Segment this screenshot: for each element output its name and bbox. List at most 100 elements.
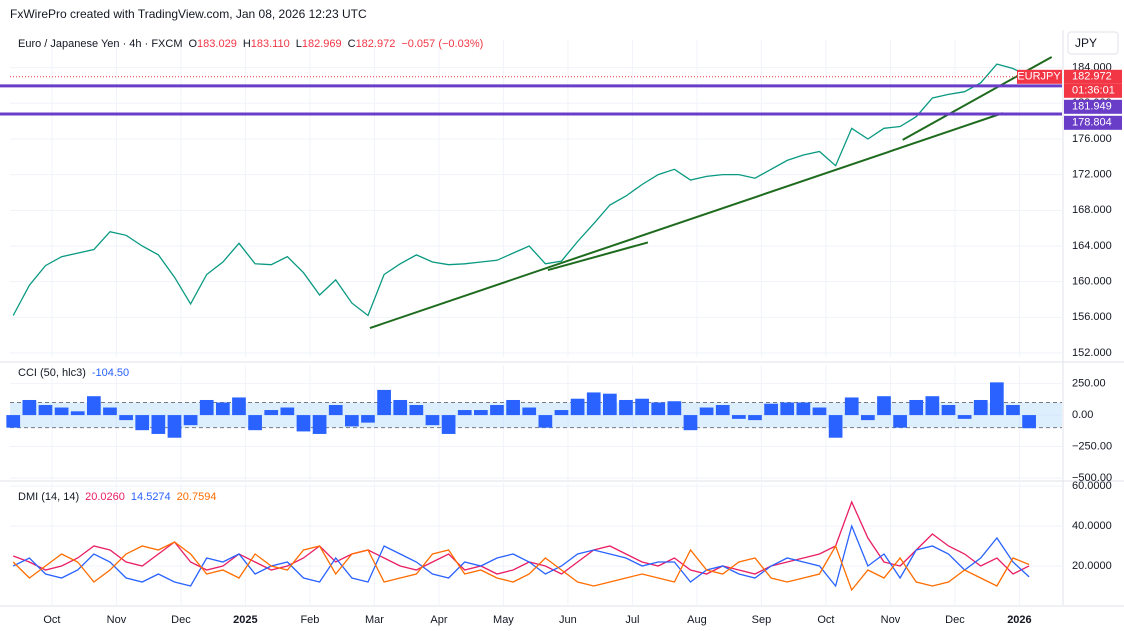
x-tick-label: Apr (430, 614, 447, 626)
bar (1006, 405, 1020, 416)
bar (54, 407, 69, 416)
legend-value: 14.5274 (131, 491, 171, 503)
bar (748, 415, 762, 421)
bar (1022, 415, 1036, 429)
x-tick-label: Dec (945, 614, 965, 626)
y-tick-label: 176.000 (1072, 133, 1112, 145)
bar (296, 415, 311, 432)
legend: Euro / Japanese Yen · 4h · FXCM O183.029 H… (18, 38, 483, 50)
trendline (547, 241, 649, 272)
trendline (369, 112, 1003, 329)
level-label: 181.949 (1072, 101, 1112, 113)
bar (828, 415, 843, 438)
bar (764, 403, 778, 416)
ohlc-label: C (348, 38, 356, 50)
y-tick-label: 172.000 (1072, 169, 1112, 181)
bar (344, 415, 359, 427)
last-price-label: 182.972 (1072, 71, 1112, 83)
bar (232, 397, 246, 416)
bar (715, 405, 730, 416)
x-tick-label: Nov (107, 614, 127, 626)
bar (506, 399, 520, 416)
bar (409, 405, 424, 416)
x-tick-label: Nov (881, 614, 901, 626)
bar (554, 410, 569, 416)
bar (38, 405, 53, 416)
bar (538, 415, 553, 428)
bar (683, 415, 698, 431)
y-tick-label: 152.000 (1072, 347, 1112, 359)
series-line (12, 500, 1030, 575)
x-tick-label: 2025 (233, 614, 257, 626)
bar (490, 405, 504, 416)
bar (925, 396, 940, 416)
bar (844, 397, 859, 416)
y-tick-label: 0.00 (1072, 409, 1093, 421)
pane: 60.0000 40.0000 20.0000 DMI (14, 14) 20.0260… (10, 480, 1112, 592)
y-tick-label: 250.00 (1072, 378, 1106, 390)
bar (361, 415, 375, 423)
y-tick-label: 60.0000 (1072, 480, 1112, 492)
bar (570, 398, 585, 416)
bar (457, 410, 472, 416)
bar (699, 407, 714, 416)
x-tick-label: Sep (752, 614, 772, 626)
x-tick-label: Feb (300, 614, 319, 626)
bar (732, 415, 746, 419)
pane: 152.000 156.000 160.000 164.000 168.000 172.0… (10, 38, 1112, 359)
bar (22, 399, 37, 416)
bar (586, 392, 601, 416)
bar (86, 396, 101, 416)
ohlc-value: 183.029 (197, 38, 237, 50)
y-tick-label: 168.000 (1072, 204, 1112, 216)
bar (909, 399, 924, 416)
x-tick-label: Oct (817, 614, 834, 626)
ohlc-value: 183.110 (251, 38, 290, 50)
bar (377, 389, 391, 416)
x-tick-label: Mar (365, 614, 384, 626)
legend-value: 20.0260 (85, 491, 125, 503)
bar (602, 393, 617, 416)
currency-button[interactable] (1067, 31, 1119, 55)
legend: DMI (14, 14) 20.0260 14.5274 20.7594 (18, 491, 216, 503)
bar (861, 415, 875, 421)
legend-value: -104.50 (92, 367, 129, 379)
series-line (12, 63, 1030, 317)
legend-title: DMI (14, 14) (18, 491, 79, 503)
bar (667, 401, 682, 416)
countdown: 01:36:01 (1072, 85, 1115, 97)
bar (957, 415, 972, 419)
bar (619, 399, 633, 416)
header: FxWirePro created with TradingView.com, … (10, 7, 367, 21)
symbol-tag-box (1017, 69, 1062, 84)
y-tick-label: 156.000 (1072, 311, 1112, 323)
series-line (12, 523, 1030, 588)
y-tick-label: 20.0000 (1072, 560, 1112, 572)
bar (151, 415, 166, 434)
ohlc-value: 182.969 (302, 38, 342, 50)
countdown-box (1064, 83, 1122, 98)
ohlc-value: 182.972 (356, 38, 396, 50)
x-tick-label: Jun (559, 614, 577, 626)
bar (393, 399, 408, 416)
currency: JPY (1075, 36, 1097, 50)
ohlc-label: O (188, 38, 197, 50)
bar (135, 415, 150, 431)
level-label-box (1064, 99, 1122, 114)
bar (103, 407, 117, 416)
ohlc-label: H (243, 38, 251, 50)
bar (522, 407, 537, 416)
x-tick-label: Aug (687, 614, 707, 626)
y-tick-label: −250.00 (1072, 440, 1112, 452)
x-tick-label: Jul (625, 614, 639, 626)
series-line (12, 541, 1030, 592)
bar (441, 415, 456, 434)
bar (812, 407, 827, 416)
bar (248, 415, 262, 431)
bar (183, 415, 198, 426)
y-tick-label: 164.000 (1072, 240, 1112, 252)
bar (167, 415, 182, 438)
y-tick-label: 160.000 (1072, 276, 1112, 288)
symbol-tag: EURJPY (1017, 71, 1061, 83)
